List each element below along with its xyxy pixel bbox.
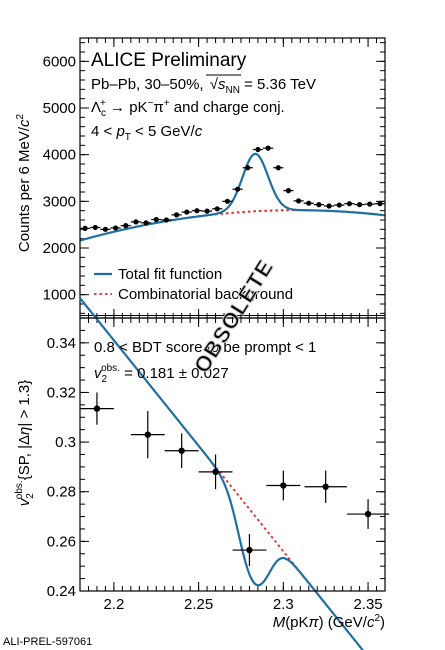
mass-data-point [92, 224, 98, 231]
v2-result-label: v2obs. = 0.181 ± 0.027 [94, 363, 229, 385]
legend: Total fit function Combinatorial backgro… [94, 266, 293, 303]
mass-data-point [377, 201, 383, 207]
mass-data-point [367, 201, 373, 207]
mass-ytick-label: 2000 [43, 240, 76, 257]
mass-data-point [123, 223, 129, 229]
mass-data-point [326, 203, 332, 209]
legend-background-label: Combinatorial background [118, 286, 293, 303]
mass-data-point [143, 220, 149, 226]
mass-data-point [82, 225, 88, 231]
mass-data-point [255, 146, 261, 153]
v2-data-point [322, 483, 329, 490]
mass-panel: 1000 2000 3000 4000 5000 6000 ALICE Prelimina… [15, 37, 386, 319]
mass-data-point [173, 212, 180, 218]
decay-channel-label: Λc+ → pK−π+ and charge conj. [91, 98, 285, 119]
v2-data-point [212, 468, 219, 476]
v2-data-point [93, 405, 101, 412]
mass-data-point [163, 217, 170, 223]
mass-data-point [133, 219, 139, 225]
mass-y-axis-label: Counts per 6 MeV/c2 [15, 114, 33, 253]
mass-data-point [336, 202, 342, 208]
mass-data-point [234, 186, 241, 192]
bdt-selection-label: 0.8 < BDT score to be prompt < 1 [94, 339, 316, 356]
mass-x-axis-label: M(pKπ) (GeV/c2) [273, 613, 385, 631]
legend-fit-label: Total fit function [118, 266, 222, 283]
v2-panel: 0.24 0.26 0.28 0.3 0.32 0.34 2.2 2.25 2.3 2.35 0… [14, 297, 390, 650]
mass-data-point [306, 200, 312, 206]
v2-ytick-label: 0.28 [47, 484, 76, 501]
mass-data-point [356, 202, 363, 208]
pt-range-label: 4 < pT < 5 GeV/c [91, 123, 203, 143]
v2-y-axis-label: v2obs.{SP, |Δη| > 1.3} [14, 380, 36, 507]
v2-ytick-label: 0.3 [55, 434, 76, 451]
mass-ytick-label: 1000 [43, 287, 76, 304]
v2-ytick-label: 0.32 [47, 384, 76, 401]
v2-ytick-label: 0.24 [47, 583, 76, 600]
mass-y-ticks: 1000 2000 3000 4000 5000 6000 [43, 42, 385, 314]
collision-system-label: Pb–Pb, 30–50%, √sNN = 5.36 TeV [91, 76, 316, 96]
mass-data-point [204, 208, 210, 214]
v2-data-point [364, 510, 372, 518]
mass-ytick-label: 6000 [43, 53, 76, 70]
mass-ytick-label: 5000 [43, 100, 76, 117]
v2-data-point [280, 482, 287, 489]
v2-xtick-label: 2.35 [353, 596, 382, 613]
mass-data-point [285, 188, 292, 194]
mass-data-point [153, 216, 159, 223]
v2-data-point [246, 546, 253, 554]
mass-ytick-label: 4000 [43, 147, 76, 164]
v2-x-ticks: 2.2 2.25 2.3 2.35 [87, 318, 386, 613]
v2-data-point [178, 447, 185, 454]
preliminary-id: ALI-PREL-597061 [3, 636, 92, 648]
v2-xtick-label: 2.25 [184, 596, 213, 613]
v2-data-point [144, 431, 151, 438]
mass-data-point [102, 226, 109, 232]
mass-data-point [214, 206, 220, 212]
v2-ytick-label: 0.34 [47, 335, 76, 352]
mass-data-points [80, 145, 385, 232]
mass-data-point [275, 165, 281, 171]
mass-data-point [265, 145, 271, 151]
mass-data-point [194, 208, 200, 214]
v2-panel-frame [79, 317, 386, 592]
v2-ytick-label: 0.26 [47, 533, 76, 550]
v2-xtick-label: 2.2 [103, 596, 124, 613]
mass-data-point [295, 198, 302, 204]
mass-panel-title: ALICE Preliminary [91, 50, 247, 71]
mass-data-point [224, 198, 231, 204]
mass-data-point [346, 201, 353, 207]
mass-data-point [184, 209, 190, 215]
v2-fit-curve [79, 297, 365, 650]
v2-xtick-label: 2.3 [273, 596, 294, 613]
mass-ytick-label: 3000 [43, 193, 76, 210]
mass-x-ticks [87, 38, 386, 318]
mass-data-point [316, 202, 322, 208]
v2-data-points [80, 392, 390, 567]
mass-data-point [245, 165, 251, 171]
mass-data-point [112, 225, 119, 231]
